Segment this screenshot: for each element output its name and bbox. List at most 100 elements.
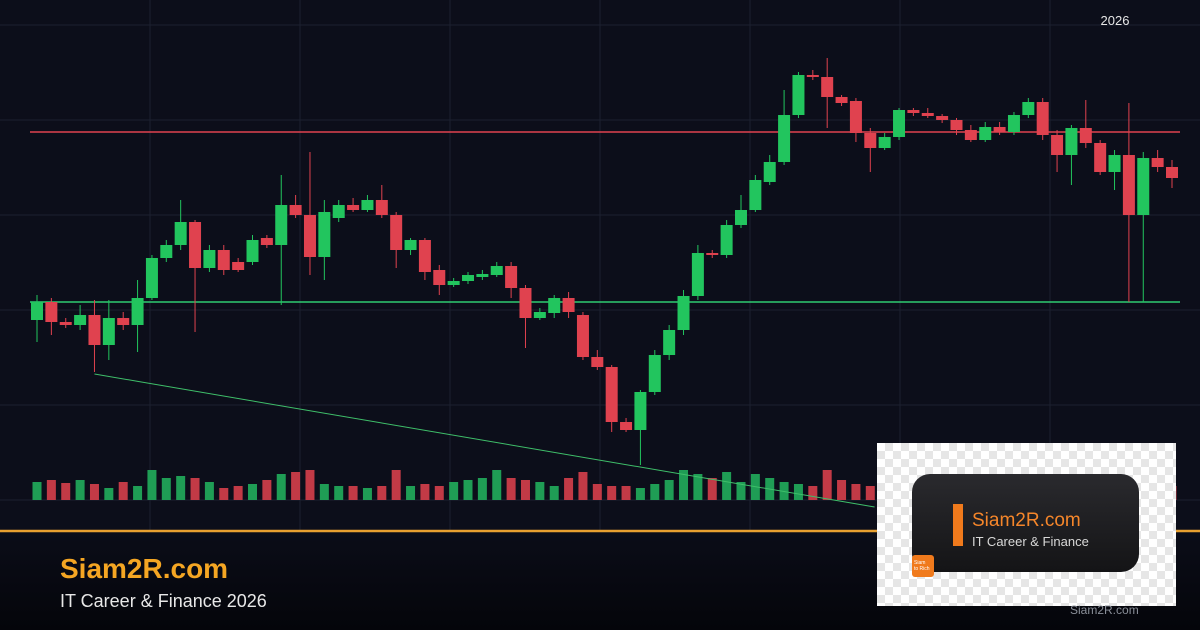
candle-body: [1079, 128, 1092, 143]
volume-bar: [578, 472, 588, 500]
candle-body: [864, 133, 877, 148]
volume-bar: [535, 482, 545, 500]
candle-body: [605, 367, 618, 422]
volume-bar: [334, 486, 344, 500]
candle-body: [1166, 167, 1178, 178]
volume-bar: [46, 480, 56, 500]
volume-bar: [176, 476, 186, 500]
candle-body: [1022, 102, 1035, 115]
candle-body: [1036, 102, 1049, 135]
logo-panel: Siam2R.com IT Career & Finance Siam to Ri…: [912, 474, 1139, 577]
volume-bar: [736, 482, 746, 500]
volume-bar: [564, 478, 574, 500]
candle-body: [289, 205, 302, 215]
volume-bar: [779, 482, 789, 500]
candle-body: [806, 75, 819, 77]
candle-body: [691, 253, 704, 296]
volume-bar: [520, 480, 530, 500]
candle-body: [921, 113, 934, 116]
footer-subtitle: IT Career & Finance 2026: [60, 591, 267, 611]
candle-body: [562, 298, 575, 312]
candle-body: [792, 75, 805, 115]
volume-bar: [549, 486, 559, 500]
candle-body: [993, 127, 1006, 132]
volume-bar: [664, 480, 674, 500]
watermark: Siam2R.com: [1070, 603, 1139, 617]
candle-body: [31, 302, 43, 320]
volume-bar: [133, 486, 143, 500]
volume-bar: [707, 478, 717, 500]
candle-body: [1137, 158, 1150, 215]
volume-bar: [449, 482, 459, 500]
candle-body: [260, 238, 273, 245]
volume-bar: [621, 486, 631, 500]
candle-body: [1094, 143, 1107, 172]
volume-bar: [190, 478, 200, 500]
candle-body: [102, 318, 115, 345]
volume-bar: [377, 486, 387, 500]
candle-body: [634, 392, 647, 430]
candle-body: [145, 258, 158, 298]
volume-bar: [89, 484, 99, 500]
candle-body: [1151, 158, 1164, 167]
candle-body: [45, 302, 58, 322]
volume-bar: [406, 486, 416, 500]
candle-body: [533, 312, 546, 318]
candle-body: [1065, 128, 1078, 155]
volume-bar: [61, 483, 71, 500]
volume-bar: [75, 480, 85, 500]
logo-title: Siam2R.com: [972, 510, 1081, 531]
volume-bar: [104, 488, 114, 500]
volume-bar: [822, 470, 832, 500]
volume-bar: [722, 472, 732, 500]
volume-bar: [492, 470, 502, 500]
icon-text: to Rich: [914, 566, 930, 572]
candle-body: [591, 357, 604, 367]
volume-bar: [865, 486, 875, 500]
corner-label: 2026: [1101, 13, 1130, 28]
volume-bar: [793, 484, 803, 500]
candle-body: [1051, 135, 1064, 155]
candle-body: [490, 266, 503, 275]
candle-body: [246, 240, 259, 262]
candle-body: [189, 222, 202, 268]
candle-body: [505, 266, 518, 288]
candle-body: [749, 180, 762, 210]
candle-body: [576, 315, 589, 357]
candle-body: [763, 162, 776, 182]
candle-body: [1007, 115, 1020, 132]
candle-body: [936, 116, 949, 120]
candle-body: [361, 200, 374, 210]
volume-bar: [305, 470, 315, 500]
footer-title: Siam2R.com: [60, 553, 228, 584]
volume-bar: [679, 470, 689, 500]
candle-body: [878, 137, 891, 148]
volume-bar: [319, 484, 329, 500]
candle-body: [1108, 155, 1121, 172]
candle-body: [418, 240, 431, 272]
volume-bar: [233, 486, 243, 500]
candle-body: [979, 127, 992, 140]
candle-body: [950, 120, 963, 130]
candle-body: [835, 97, 848, 103]
candle-body: [404, 240, 417, 250]
candle-body: [174, 222, 187, 245]
volume-bar: [276, 474, 286, 500]
candle-body: [88, 315, 101, 345]
volume-bar: [434, 486, 444, 500]
candle-body: [476, 274, 489, 277]
volume-bar: [262, 480, 272, 500]
candle-body: [332, 205, 345, 218]
candle-body: [821, 77, 834, 97]
volume-bar: [851, 484, 861, 500]
volume-bar: [837, 480, 847, 500]
candle-body: [275, 205, 288, 245]
candle-body: [677, 296, 690, 330]
volume-bar: [391, 470, 401, 500]
volume-bar: [477, 478, 487, 500]
candle-body: [648, 355, 661, 392]
candle-body: [131, 298, 144, 325]
candle-body: [548, 298, 561, 313]
volume-bar: [219, 488, 229, 500]
volume-bar: [362, 488, 372, 500]
